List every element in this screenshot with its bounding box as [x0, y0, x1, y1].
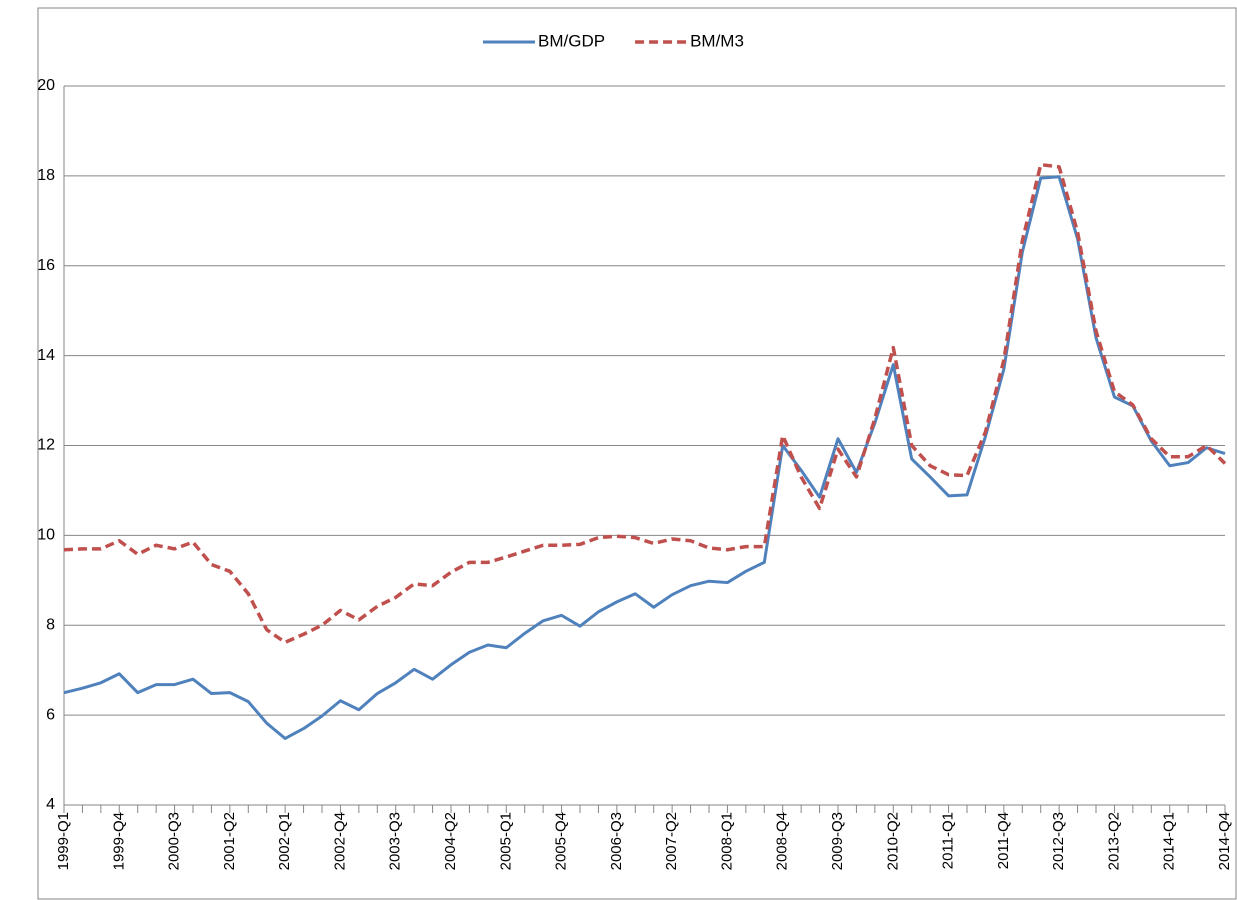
x-tick-label: 2014-Q1 [1161, 812, 1178, 870]
x-tick-label: 2003-Q3 [387, 812, 404, 870]
x-tick-label: 2002-Q4 [331, 812, 348, 870]
y-tick-label: 6 [46, 706, 55, 723]
x-tick-label: 2004-Q2 [442, 812, 459, 870]
x-tick-label: 1999-Q4 [110, 812, 127, 870]
x-tick-label: 2011-Q4 [995, 812, 1012, 869]
x-tick-label: 2005-Q4 [553, 812, 570, 870]
x-tick-label: 2001-Q2 [221, 812, 238, 870]
chart-frame [37, 7, 1237, 900]
y-tick-label: 8 [46, 616, 55, 633]
y-tick-label: 16 [37, 257, 55, 274]
x-tick-label: 2011-Q1 [940, 812, 957, 869]
x-tick-label: 2005-Q1 [497, 812, 514, 870]
line-series [63, 162, 1227, 645]
y-tick-label: 14 [37, 347, 55, 364]
x-tick-label: 2009-Q3 [829, 812, 846, 870]
legend-label: BM/M3 [690, 31, 744, 50]
x-tick-label: 2008-Q1 [718, 812, 735, 870]
x-tick-label: 2014-Q4 [1216, 812, 1233, 870]
line-series [63, 175, 1226, 740]
x-tick-label: 2008-Q4 [774, 812, 791, 870]
y-tick-label: 20 [37, 77, 55, 94]
y-tick-label: 4 [46, 796, 55, 813]
x-tick-label: 2006-Q3 [608, 812, 625, 870]
x-tick-label: 1999-Q1 [55, 812, 72, 870]
x-tick-label: 2000-Q3 [166, 812, 183, 870]
y-tick-label: 10 [37, 527, 55, 544]
y-tick-label: 12 [37, 437, 55, 454]
x-tick-label: 2007-Q2 [663, 812, 680, 870]
x-tick-label: 2013-Q2 [1105, 812, 1122, 870]
x-tick-label: 2012-Q3 [1050, 812, 1067, 870]
legend-label: BM/GDP [538, 31, 605, 50]
x-tick-label: 2002-Q1 [276, 812, 293, 870]
x-tick-label: 2010-Q2 [884, 812, 901, 870]
y-tick-label: 18 [37, 167, 55, 184]
